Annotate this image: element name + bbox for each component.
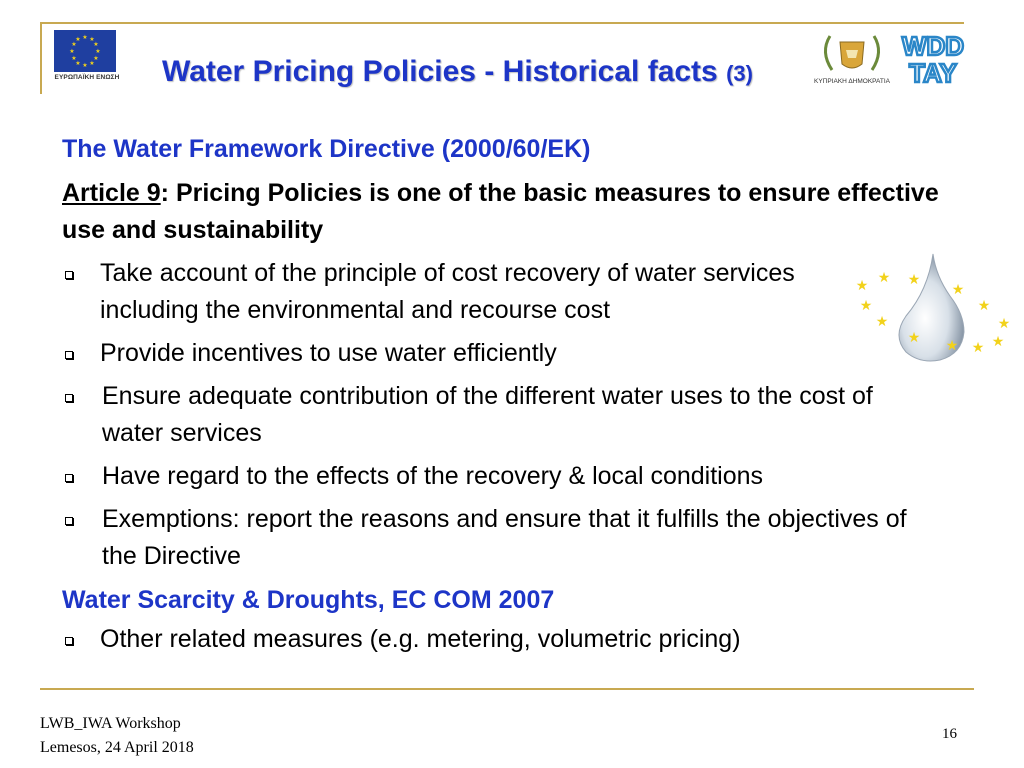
svg-text:★: ★ [972,340,985,356]
svg-text:★: ★ [860,298,873,314]
svg-text:★: ★ [878,270,891,286]
eu-logo: ★ ★ ★ ★ ★ ★ ★ ★ ★ ★ ★ ★ ΕΥΡΩΠΑΪΚΗ ΕΝΩΣΗ [50,30,122,86]
eu-caption: ΕΥΡΩΠΑΪΚΗ ΕΝΩΣΗ [54,74,120,81]
header-rule-top [40,22,964,24]
svg-text:★: ★ [95,48,100,55]
list-item-text: Exemptions: report the reasons and ensur… [102,505,907,570]
svg-text:★: ★ [952,282,965,298]
svg-text:★: ★ [93,55,98,62]
cyprus-emblem-icon [824,35,880,71]
list-item-text: Take account of the principle of cost re… [100,259,795,324]
footer-date: Lemesos, 24 April 2018 [40,739,194,756]
list-item: Other related measures (e.g. metering, v… [62,621,962,658]
square-bullet-icon [65,271,73,279]
cyprus-caption: ΚΥΠΡΙΑΚΗ ΔΗΜΟΚΡΑΤΙΑ [814,78,890,85]
svg-text:★: ★ [93,41,98,48]
list-item-text: Have regard to the effects of the recove… [102,462,764,490]
square-bullet-icon [65,637,73,645]
wsd-heading: Water Scarcity & Droughts, EC COM 2007 [62,586,555,614]
svg-text:★: ★ [71,41,76,48]
list-item-text: Provide incentives to use water efficien… [100,339,557,367]
svg-text:★: ★ [75,36,80,43]
article-9-statement: Article 9: Pricing Policies is one of th… [62,175,962,249]
list-item: Provide incentives to use water efficien… [62,335,962,372]
wdd-logo-icon: WDD TAY [901,30,966,90]
page-number: 16 [942,726,957,742]
wdd-logo-text-1: WDD [902,31,964,61]
wfd-heading: The Water Framework Directive (2000/60/E… [62,135,591,163]
svg-text:★: ★ [89,60,94,67]
svg-text:★: ★ [946,338,959,354]
page-title-number: (3) [726,61,753,86]
page-title: Water Pricing Policies - Historical fact… [162,55,753,89]
article-label: Article 9 [62,179,161,207]
square-bullet-icon [65,474,73,482]
svg-text:★: ★ [89,36,94,43]
svg-text:★: ★ [856,278,869,294]
svg-text:★: ★ [69,48,74,55]
svg-text:★: ★ [992,334,1005,350]
svg-text:★: ★ [71,55,76,62]
list-item-text: Ensure adequate contribution of the diff… [102,382,873,447]
square-bullet-icon [65,394,73,402]
footer-info: LWB_IWA Workshop Lemesos, 24 April 2018 [40,712,194,760]
eu-flag-icon: ★ ★ ★ ★ ★ ★ ★ ★ ★ ★ ★ ★ [54,30,116,72]
svg-text:★: ★ [876,314,889,330]
list-item: Have regard to the effects of the recove… [62,458,962,495]
list-item: Ensure adequate contribution of the diff… [62,378,922,452]
svg-text:★: ★ [908,272,921,288]
square-bullet-icon [65,351,73,359]
list-item-text: Other related measures (e.g. metering, v… [100,625,741,653]
svg-text:★: ★ [82,34,87,41]
water-drop-with-stars-icon: ★ ★ ★ ★ ★ ★ ★ ★ ★ ★ ★ ★ [848,250,1018,365]
svg-text:★: ★ [75,60,80,67]
footer-event: LWB_IWA Workshop [40,715,181,732]
svg-text:★: ★ [82,62,87,69]
svg-text:★: ★ [908,330,921,346]
list-item: Exemptions: report the reasons and ensur… [62,501,942,575]
svg-text:★: ★ [978,298,991,314]
svg-text:★: ★ [998,316,1011,332]
wdd-logo: WDD TAY [898,30,968,90]
list-item: Take account of the principle of cost re… [62,255,860,329]
square-bullet-icon [65,517,73,525]
article-text: : Pricing Policies is one of the basic m… [62,179,939,244]
cyprus-logo: ΚΥΠΡΙΑΚΗ ΔΗΜΟΚΡΑΤΙΑ [812,30,892,88]
page-title-text: Water Pricing Policies - Historical fact… [162,55,718,88]
header-rule-left [40,22,42,94]
slide-content: The Water Framework Directive (2000/60/E… [62,132,962,658]
footer-rule [40,688,974,690]
wdd-logo-text-2: TAY [909,58,957,88]
